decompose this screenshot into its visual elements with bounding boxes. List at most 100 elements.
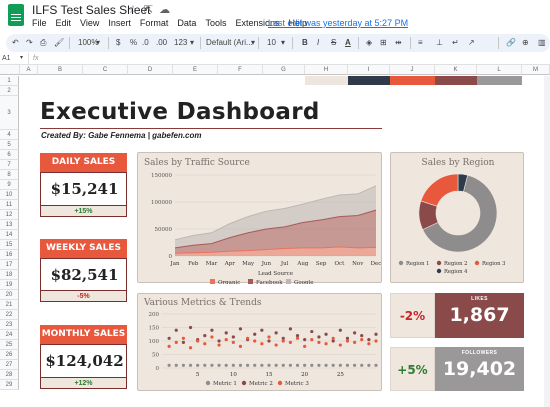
move-icon[interactable]: ⇱ — [143, 4, 160, 16]
row-header[interactable]: 8 — [0, 170, 19, 180]
menu-extensions[interactable]: Extensions — [235, 18, 280, 28]
undo-icon[interactable]: ↶ — [12, 38, 19, 47]
row-header[interactable]: 13 — [0, 220, 19, 230]
chevron-down-icon[interactable]: ▾ — [281, 38, 286, 47]
increase-decimals-button[interactable]: .00 — [156, 38, 168, 47]
row-header[interactable]: 15 — [0, 240, 19, 250]
redo-icon[interactable]: ↷ — [26, 38, 33, 47]
row-header[interactable]: 20 — [0, 290, 19, 300]
text-color-button[interactable]: A — [345, 38, 351, 47]
column-header[interactable]: K — [435, 65, 477, 75]
menu-file[interactable]: File — [32, 18, 47, 28]
currency-button[interactable]: $ — [116, 38, 121, 47]
text-rotation-icon[interactable]: ↗ — [468, 38, 475, 47]
row-header[interactable]: 2 — [0, 86, 19, 96]
column-header[interactable]: D — [128, 65, 173, 75]
insert-link-icon[interactable]: 🔗 — [506, 38, 516, 47]
row-header[interactable]: 29 — [0, 380, 19, 390]
fill-color-icon[interactable]: ◈ — [366, 38, 373, 47]
row-header[interactable]: 1 — [0, 76, 19, 86]
chart-sales-by-traffic-source[interactable]: Sales by Traffic Source 0 50000 100000 1500… — [137, 152, 382, 284]
row-header[interactable]: 3 — [0, 96, 19, 130]
borders-icon[interactable]: ⊞ — [380, 38, 387, 47]
column-header[interactable]: I — [348, 65, 390, 75]
row-header[interactable]: 14 — [0, 230, 19, 240]
column-header[interactable]: L — [477, 65, 522, 75]
row-header[interactable]: 12 — [0, 210, 19, 220]
zoom-select[interactable]: 100% — [78, 38, 99, 47]
row-header[interactable]: 10 — [0, 190, 19, 200]
menu-format[interactable]: Format — [139, 18, 169, 28]
select-all-corner[interactable] — [0, 65, 20, 75]
column-header[interactable]: E — [173, 65, 218, 75]
percent-button[interactable]: % — [130, 38, 138, 47]
x-tick-label: Aug — [296, 261, 309, 267]
chevron-down-icon[interactable]: ▾ — [20, 55, 24, 61]
row-header[interactable]: 21 — [0, 300, 19, 310]
merge-cells-icon[interactable]: ⇹ — [395, 38, 402, 47]
menu-tools[interactable]: Tools — [205, 18, 227, 28]
x-tick-label: Dec — [371, 261, 382, 267]
sheets-logo-icon[interactable] — [8, 4, 24, 26]
number-format-button[interactable]: 123 — [174, 38, 188, 47]
row-header[interactable]: 24 — [0, 330, 19, 340]
text-wrap-icon[interactable]: ↵ — [452, 38, 459, 47]
menu-help[interactable]: Help — [288, 18, 307, 28]
row-header[interactable]: 17 — [0, 260, 19, 270]
row-header[interactable]: 5 — [0, 140, 19, 150]
chevron-down-icon[interactable]: ▾ — [190, 38, 195, 47]
column-header[interactable]: H — [305, 65, 348, 75]
row-header[interactable]: 9 — [0, 180, 19, 190]
chart-sales-by-region[interactable]: Sales by Region Region 1 Region 2 Region 3… — [390, 152, 524, 283]
italic-button[interactable]: I — [317, 38, 320, 47]
column-header[interactable]: C — [83, 65, 128, 75]
row-header[interactable]: 28 — [0, 370, 19, 380]
scatter-chart: 0 50 100 150 200 5 10 15 20 25 Metric 1 Metric 2 Met… — [149, 312, 378, 387]
row-header[interactable]: 26 — [0, 350, 19, 360]
row-header[interactable]: 23 — [0, 320, 19, 330]
data-point — [331, 339, 335, 343]
row-header[interactable]: 4 — [0, 130, 19, 140]
menu-data[interactable]: Data — [177, 18, 197, 28]
decrease-decimals-button[interactable]: .0 — [142, 38, 149, 47]
row-header[interactable]: 22 — [0, 310, 19, 320]
vertical-scrollbar[interactable] — [544, 76, 550, 407]
row-header[interactable]: 19 — [0, 280, 19, 290]
chevron-down-icon[interactable]: ▾ — [251, 38, 256, 47]
font-select[interactable]: Default (Ari... — [206, 38, 253, 47]
insert-chart-icon[interactable]: ▥ — [538, 38, 546, 47]
insert-comment-icon[interactable]: ⊕ — [522, 38, 529, 47]
bold-button[interactable]: B — [302, 38, 308, 47]
star-icon[interactable]: ☆ — [128, 4, 144, 16]
row-header[interactable]: 11 — [0, 200, 19, 210]
menu-insert[interactable]: Insert — [108, 18, 131, 28]
row-header[interactable]: 25 — [0, 340, 19, 350]
horizontal-align-icon[interactable]: ≡ — [418, 38, 423, 47]
legend-label: Metric 2 — [249, 381, 273, 387]
vertical-align-icon[interactable]: ⊥ — [436, 38, 443, 47]
paint-format-icon[interactable]: 🖌 — [54, 38, 65, 47]
row-header[interactable]: 18 — [0, 270, 19, 280]
print-icon[interactable]: ⎙ — [40, 38, 47, 47]
chart-various-metrics[interactable]: Various Metrics & Trends 0 50 100 150 200 5 10… — [137, 293, 382, 391]
font-size-select[interactable]: 10 — [267, 38, 276, 47]
row-header[interactable]: 7 — [0, 160, 19, 170]
column-header[interactable]: B — [38, 65, 83, 75]
column-header[interactable]: F — [218, 65, 263, 75]
column-header[interactable]: M — [522, 65, 550, 75]
chevron-down-icon[interactable]: ▾ — [96, 38, 101, 47]
menu-edit[interactable]: Edit — [55, 18, 72, 28]
menu-view[interactable]: View — [80, 18, 100, 28]
strikethrough-button[interactable]: S — [331, 38, 337, 47]
last-edit-link[interactable]: Last edit was yesterday at 5:27 PM — [268, 18, 409, 28]
column-header[interactable]: A — [20, 65, 38, 75]
row-header[interactable]: 6 — [0, 150, 19, 160]
document-title[interactable]: ILFS Test Sales Sheet — [32, 3, 151, 17]
row-header[interactable]: 16 — [0, 250, 19, 260]
column-header[interactable]: G — [263, 65, 305, 75]
name-box[interactable]: A1 — [2, 55, 11, 62]
formula-input[interactable] — [50, 55, 540, 64]
cloud-status-icon[interactable]: ☁ — [159, 4, 177, 16]
row-header[interactable]: 27 — [0, 360, 19, 370]
column-header[interactable]: J — [390, 65, 435, 75]
